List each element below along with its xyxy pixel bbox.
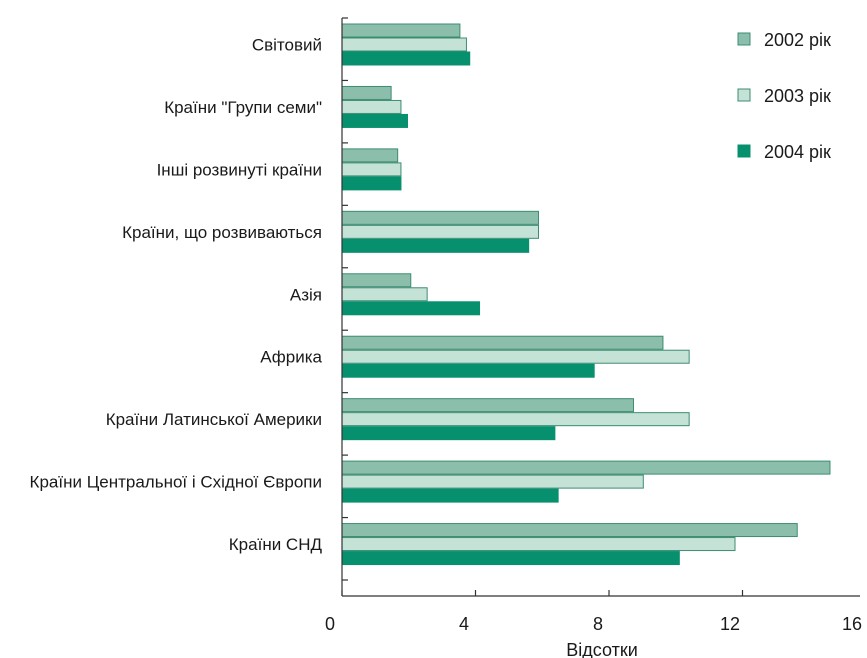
category-label: Країни, що розвиваються <box>122 223 322 242</box>
bar-3-5 <box>341 301 481 316</box>
bar-3-6 <box>341 363 595 378</box>
bar-2-5 <box>341 287 428 302</box>
bar-1-6 <box>341 335 664 350</box>
bar-2-8 <box>341 474 644 489</box>
bars-group <box>341 23 831 566</box>
category-label: Азія <box>290 285 322 304</box>
x-tick-label: 16 <box>842 614 862 634</box>
legend-label: 2003 рік <box>764 86 831 106</box>
legend-swatch <box>737 88 751 102</box>
category-label: Країни СНД <box>229 535 323 554</box>
bar-2-6 <box>341 349 690 364</box>
bar-2-9 <box>341 537 736 552</box>
bar-1-4 <box>341 210 539 225</box>
bar-1-1 <box>341 23 461 38</box>
x-axis-title: Відсотки <box>566 640 638 658</box>
bar-2-3 <box>341 162 402 177</box>
category-label: Африка <box>260 348 322 367</box>
legend-swatch <box>737 144 751 158</box>
legend-label: 2002 рік <box>764 30 831 50</box>
x-axis-ticks: 0 4 8 12 16 <box>325 590 862 634</box>
category-labels: Світовий Країни "Групи семи" Інші розвинут… <box>30 36 323 555</box>
bar-3-3 <box>341 176 402 191</box>
category-label: Світовий <box>252 36 322 55</box>
bar-3-9 <box>341 551 680 566</box>
bar-3-4 <box>341 238 530 253</box>
legend: 2002 рік 2003 рік 2004 рік <box>737 30 831 162</box>
bar-3-7 <box>341 426 556 441</box>
bar-1-7 <box>341 398 634 413</box>
bar-1-2 <box>341 85 392 100</box>
category-label: Інші розвинуті країни <box>157 160 322 179</box>
bar-3-8 <box>341 488 559 503</box>
bar-2-1 <box>341 37 467 52</box>
x-tick-label: 12 <box>720 614 740 634</box>
legend-swatch <box>737 32 751 46</box>
bar-2-4 <box>341 224 539 239</box>
bar-3-2 <box>341 113 408 128</box>
x-tick-label: 8 <box>593 614 603 634</box>
legend-label: 2004 рік <box>764 142 831 162</box>
bar-2-7 <box>341 412 690 427</box>
bar-1-3 <box>341 148 399 163</box>
category-label: Країни Латинської Америки <box>106 410 322 429</box>
bar-1-5 <box>341 273 412 288</box>
bar-2-2 <box>341 99 402 114</box>
bar-1-9 <box>341 523 798 538</box>
bar-1-8 <box>341 460 831 475</box>
category-label: Країни "Групи семи" <box>164 98 322 117</box>
bar-3-1 <box>341 51 471 66</box>
x-tick-label: 4 <box>459 614 469 634</box>
y-axis-ticks <box>342 17 348 581</box>
x-tick-label: 0 <box>325 614 335 634</box>
category-label: Країни Центральної і Східної Європи <box>30 473 322 492</box>
